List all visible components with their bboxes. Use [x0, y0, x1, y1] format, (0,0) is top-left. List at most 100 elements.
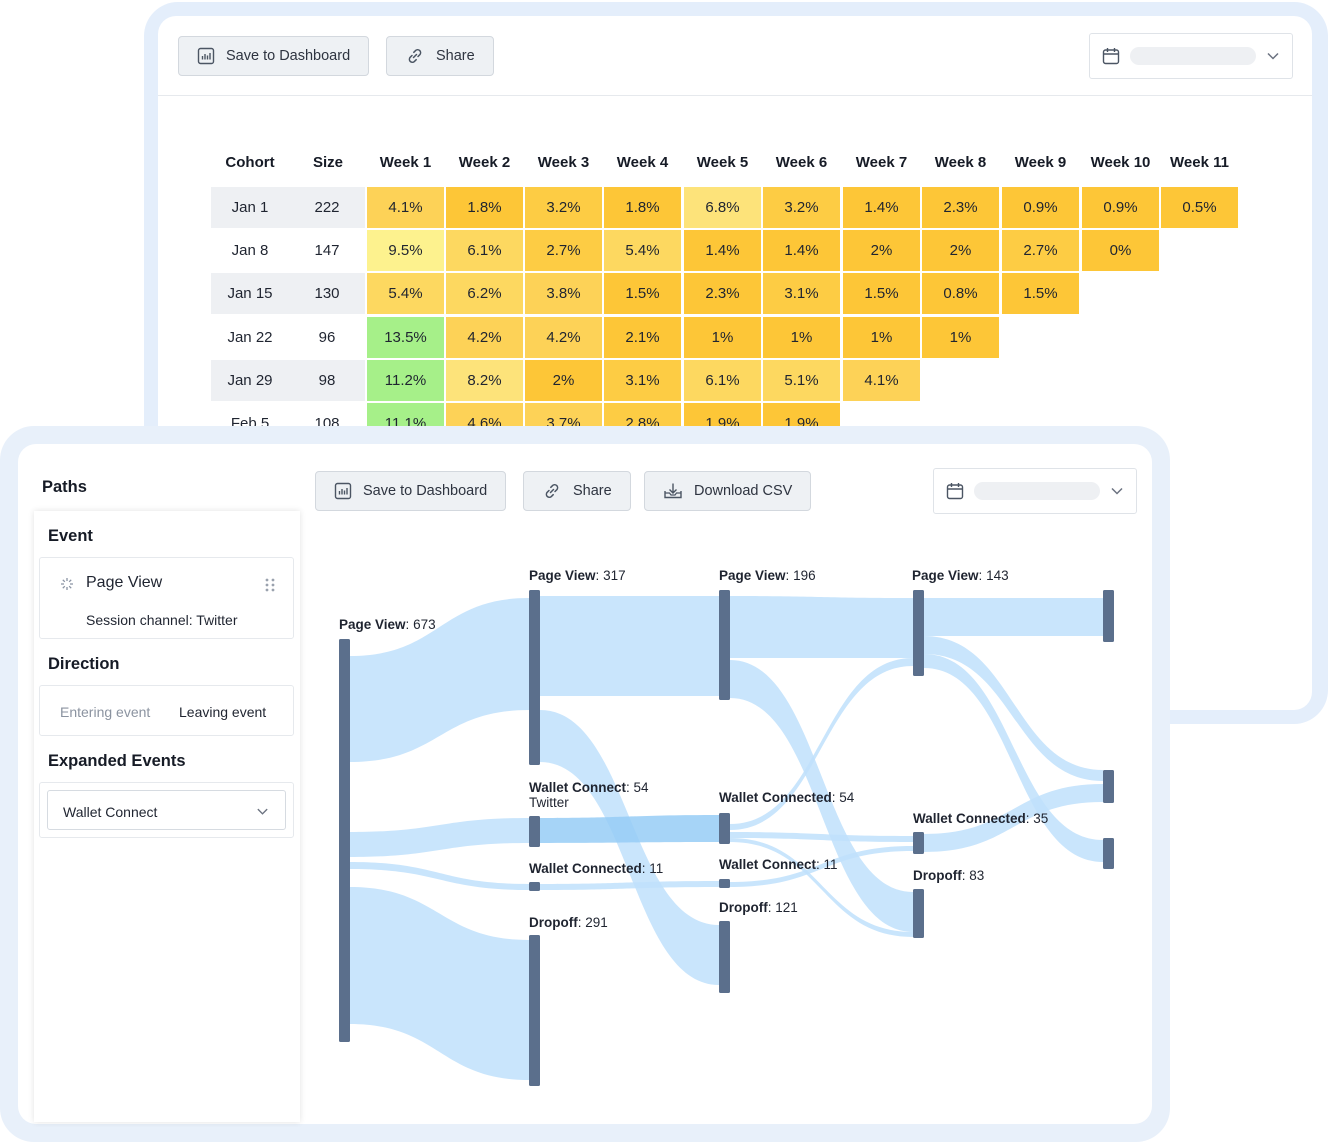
retention-cell: 1%	[763, 316, 840, 358]
retention-cell: 5.4%	[367, 273, 444, 315]
node-name: Wallet Connected	[529, 861, 642, 876]
retention-cell: 13.5%	[367, 316, 444, 358]
table-row-background	[211, 359, 365, 401]
sankey-flow[interactable]	[730, 658, 913, 830]
sankey-flow[interactable]	[350, 887, 529, 1080]
sankey-node-label: Dropoff: 291	[529, 915, 608, 930]
direction-entering-option[interactable]: Entering event	[60, 704, 151, 720]
retention-cell: 2.1%	[604, 316, 681, 358]
sankey-flow[interactable]	[730, 596, 913, 658]
cohort-size: 98	[318, 371, 336, 389]
sankey-flow[interactable]	[540, 881, 719, 890]
retention-cell: 3.2%	[525, 187, 602, 228]
sparkle-icon	[61, 578, 73, 590]
cohort-label: Jan 1	[231, 199, 269, 216]
sankey-node-bar[interactable]	[339, 639, 350, 1042]
sankey-node-bar[interactable]	[1103, 770, 1114, 803]
sankey-node-bar[interactable]	[913, 590, 924, 676]
expanded-events-select[interactable]: Wallet Connect	[47, 790, 286, 830]
node-name: Page View	[339, 617, 406, 632]
sankey-flow[interactable]	[540, 815, 719, 843]
cohort-label: Jan 22	[227, 328, 273, 346]
sankey-node-bar[interactable]	[719, 590, 730, 700]
retention-cell: 1.5%	[843, 273, 920, 315]
column-header: Size	[312, 154, 343, 171]
column-header: Week 7	[855, 154, 908, 171]
sankey-node-bar[interactable]	[529, 882, 540, 891]
date-range-picker[interactable]	[933, 468, 1137, 514]
cohort-label: Jan 8	[231, 242, 269, 260]
save-to-dashboard-button[interactable]: Save to Dashboard	[315, 471, 507, 511]
node-count: 291	[585, 915, 608, 930]
sankey-flow[interactable]	[730, 838, 913, 937]
drag-handle-icon[interactable]	[264, 577, 276, 593]
event-name: Page View	[86, 574, 163, 591]
sankey-flow[interactable]	[730, 846, 913, 887]
cohort-label: Jan 15	[227, 285, 273, 303]
expanded-events-heading: Expanded Events	[48, 752, 186, 770]
sankey-flow[interactable]	[924, 598, 1103, 636]
download-csv-button[interactable]: Download CSV	[644, 471, 812, 511]
link-icon	[545, 483, 559, 499]
sankey-node-label: Wallet Connect: 11	[719, 857, 838, 872]
sankey-flow[interactable]	[730, 832, 913, 842]
sankey-node-bar[interactable]	[719, 813, 730, 844]
column-header: Week 8	[934, 154, 987, 171]
link-icon	[408, 48, 422, 64]
sankey-node-bar[interactable]	[719, 879, 730, 888]
download-csv-label: Download CSV	[694, 483, 793, 499]
sankey-node-bar[interactable]	[719, 921, 730, 993]
share-label: Share	[436, 48, 475, 64]
sankey-node-bar[interactable]	[913, 832, 924, 854]
sankey-node-bar[interactable]	[1103, 590, 1114, 642]
sankey-flow[interactable]	[350, 818, 529, 857]
retention-cell: 0.9%	[1002, 187, 1079, 228]
retention-cell: 6.2%	[446, 273, 523, 315]
paths-title: Paths	[42, 478, 87, 496]
bar-chart-icon	[334, 482, 352, 500]
column-header: Week 5	[696, 154, 749, 171]
sankey-flow[interactable]	[924, 636, 1103, 781]
expanded-events-selected: Wallet Connect	[63, 804, 158, 820]
sankey-flow[interactable]	[924, 654, 1103, 862]
direction-leaving-option[interactable]: Leaving event	[179, 704, 267, 720]
cohort-size: 147	[314, 242, 340, 260]
sankey-flow[interactable]	[350, 598, 529, 762]
event-card[interactable]: Page View Session channel: Twitter	[39, 557, 294, 639]
sankey-node-bar[interactable]	[913, 889, 924, 938]
save-to-dashboard-button[interactable]: Save to Dashboard	[178, 36, 370, 76]
node-count: 673	[413, 617, 436, 632]
sankey-flow[interactable]	[540, 596, 719, 696]
retention-cell: 3.8%	[525, 273, 602, 315]
sankey-flow[interactable]	[350, 862, 529, 890]
sankey-node-label: Wallet Connected: 54	[719, 790, 855, 805]
retention-cell: 2%	[922, 230, 999, 272]
sankey-node-label: Page View: 196	[719, 568, 816, 583]
share-button[interactable]: Share	[386, 36, 494, 76]
date-range-placeholder	[1130, 47, 1256, 65]
sankey-flow[interactable]	[540, 710, 719, 985]
sankey-flow[interactable]	[924, 784, 1103, 852]
sankey-node-bar[interactable]	[1103, 838, 1114, 869]
node-count: 11	[649, 861, 664, 876]
sankey-node-bar[interactable]	[529, 935, 540, 1086]
sankey-node-label: Wallet Connected: 35	[913, 811, 1049, 826]
retention-cell: 5.4%	[604, 230, 681, 272]
share-button[interactable]: Share	[523, 471, 631, 511]
column-header: Week 6	[775, 154, 828, 171]
retention-cell: 1.4%	[763, 230, 840, 272]
column-header: Week 3	[537, 154, 590, 171]
date-range-picker[interactable]	[1089, 33, 1293, 79]
sankey-node-bar[interactable]	[529, 816, 540, 847]
retention-cell: 6.1%	[446, 230, 523, 272]
column-header: Week 10	[1090, 154, 1151, 171]
share-label: Share	[573, 483, 612, 499]
table-row-background	[211, 187, 365, 228]
node-count: 196	[793, 568, 816, 583]
chevron-down-icon	[1111, 487, 1123, 495]
sankey-flow[interactable]	[730, 660, 913, 932]
sankey-node-bar[interactable]	[529, 590, 540, 765]
bar-chart-icon	[197, 47, 215, 65]
node-name: Wallet Connect	[529, 780, 627, 795]
